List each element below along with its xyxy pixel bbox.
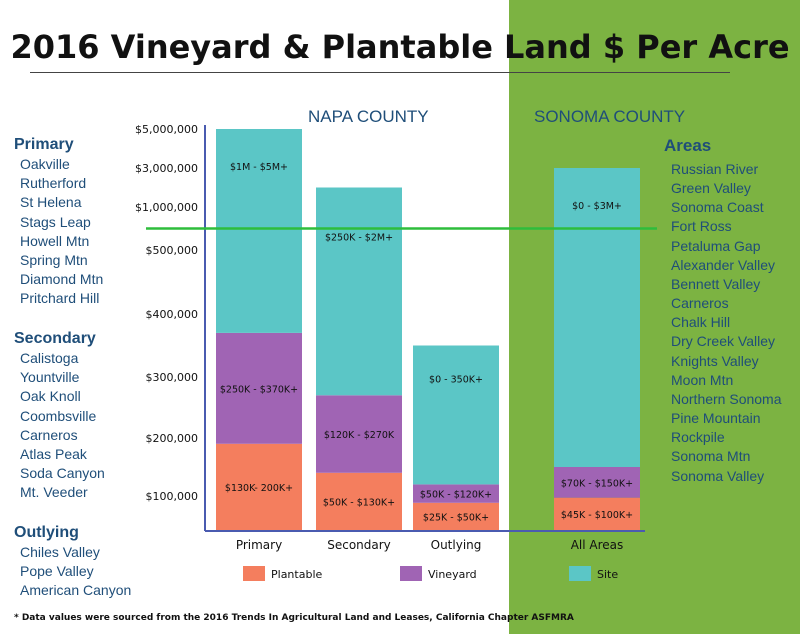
bar-vineyard-primary [216,332,302,444]
list-item: Stags Leap [20,213,91,230]
list-item: Soda Canyon [20,465,105,482]
primary-group: Primary Oakville Rutherford St Helena St… [14,136,103,309]
axis-layer: Primary Secondary Outlying All Areas $100,00… [135,123,657,552]
bar-site-all-areas [554,168,640,467]
list-item: St Helena [20,194,82,211]
list-item: Pine Mountain [671,410,761,427]
list-item: Sonoma Coast [671,199,764,216]
list-item: Carneros [671,295,729,312]
list-item: Rutherford [20,175,87,192]
data-label: $250K - $2M+ [325,233,393,244]
secondary-group: Secondary Calistoga Yountville Oak Knoll… [14,330,105,503]
list-item: Northern Sonoma [671,390,782,407]
y-tick-label: $5,000,000 [135,123,198,136]
legend-label: Plantable [271,568,322,581]
list-item: Petaluma Gap [671,237,761,254]
title-underline [30,72,730,73]
bar-plantable-primary [216,443,302,530]
list-item: Oakville [20,156,70,172]
y-tick-label: $500,000 [146,244,199,257]
bars-layer: $130K- 200K+ $250K - $370K+ $1M - $5M+ $50K… [216,129,640,530]
list-item: Pope Valley [20,563,94,580]
y-tick-label: $100,000 [146,490,199,503]
chart-title: 2016 Vineyard & Plantable Land $ Per Acr… [10,28,790,66]
list-item: Pritchard Hill [20,290,100,307]
footnote: * Data values were sourced from the 2016… [14,613,574,623]
bar-plantable-outlying [413,502,499,530]
sonoma-county-heading: SONOMA COUNTY [534,107,686,126]
list-item: Dry Creek Valley [671,333,775,350]
data-label: $120K - $270K [324,430,395,441]
data-label: $50K - $120K+ [420,490,492,501]
list-item: Chalk Hill [671,314,731,331]
legend-label: Vineyard [428,568,477,581]
legend-label: Site [597,568,618,581]
bar-vineyard-outlying [413,484,499,503]
list-item: Coombsville [20,407,97,424]
data-label: $250K - $370K+ [220,384,298,395]
list-item: Fort Ross [671,218,732,235]
legend-layer: Plantable Vineyard Site [243,566,618,581]
primary-group-title: Primary [14,136,74,153]
data-label: $25K - $50K+ [423,512,489,523]
x-tick-label: Primary [236,538,282,552]
list-item: Bennett Valley [671,275,761,292]
data-label: $45K - $100K+ [561,510,633,521]
list-item: Chiles Valley [20,544,100,560]
bar-site-secondary [316,187,402,396]
x-tick-label: Outlying [431,538,482,552]
areas-list: Russian River Green Valley Sonoma Coast … [671,160,782,486]
y-tick-label: $400,000 [146,308,199,321]
list-item: Moon Mtn [671,371,734,388]
list-item: Calistoga [20,350,79,366]
napa-county-heading: NAPA COUNTY [308,107,429,126]
list-item: Sonoma Valley [671,467,765,484]
list-item: Alexander Valley [671,256,776,273]
y-tick-label: $1,000,000 [135,201,198,214]
data-label: $130K- 200K+ [225,483,293,494]
bar-vineyard-secondary [316,395,402,473]
x-tick-label: Secondary [327,538,391,552]
outlying-group: Outlying Chiles Valley Pope Valley Ameri… [14,524,131,601]
legend-swatch [569,566,591,581]
list-item: American Canyon [20,582,132,599]
data-label: $1M - $5M+ [230,162,288,173]
data-label: $0 - $3M+ [572,201,622,212]
list-item: Green Valley [671,180,751,197]
outlying-group-title: Outlying [14,524,79,541]
data-label: $0 - 350K+ [429,375,483,386]
y-tick-label: $300,000 [146,371,199,384]
list-item: Howell Mtn [20,232,90,249]
data-label: $50K - $130K+ [323,497,395,508]
bar-site-outlying [413,345,499,485]
list-item: Russian River [671,161,759,177]
areas-title: Areas [664,136,712,155]
list-item: Oak Knoll [20,388,81,405]
legend-swatch [400,566,422,581]
list-item: Sonoma Mtn [671,448,751,465]
list-item: Atlas Peak [20,446,87,463]
data-label: $70K - $150K+ [561,478,633,489]
x-tick-label: All Areas [571,538,624,552]
bar-site-primary [216,129,302,333]
list-item: Mt. Veeder [20,484,88,501]
y-tick-label: $3,000,000 [135,162,198,175]
list-item: Rockpile [671,429,725,446]
list-item: Spring Mtn [20,252,88,269]
y-tick-label: $200,000 [146,432,199,445]
secondary-group-title: Secondary [14,330,96,347]
bar-vineyard-all-areas [554,467,640,498]
list-item: Carneros [20,426,78,443]
bar-plantable-secondary [316,472,402,530]
legend-swatch [243,566,265,581]
list-item: Yountville [20,369,80,386]
list-item: Knights Valley [671,352,759,369]
bar-plantable-all-areas [554,497,640,530]
list-item: Diamond Mtn [20,271,104,288]
